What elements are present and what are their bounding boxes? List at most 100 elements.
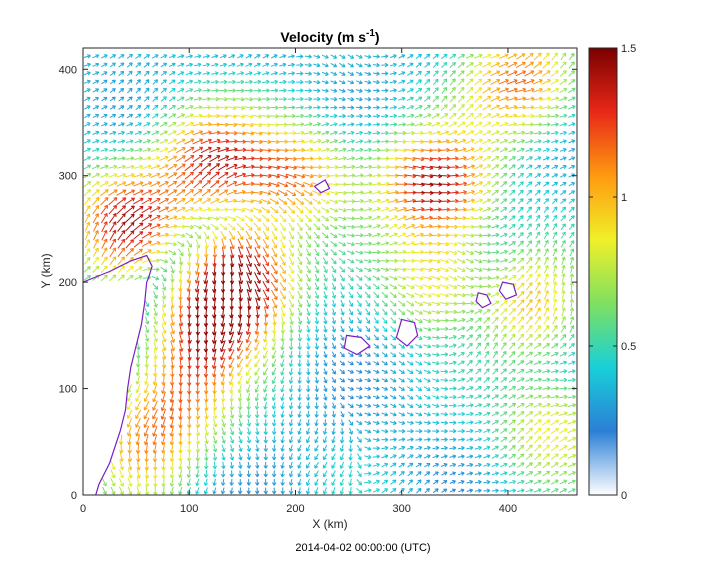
velocity-arrow <box>388 224 398 230</box>
velocity-arrow <box>559 386 568 391</box>
velocity-arrow <box>423 335 432 340</box>
velocity-arrow <box>270 71 278 76</box>
velocity-arrow <box>212 246 218 258</box>
velocity-arrow <box>91 164 100 170</box>
velocity-arrow <box>168 62 176 68</box>
velocity-arrow <box>304 206 313 214</box>
velocity-arrow <box>279 214 287 223</box>
velocity-arrow <box>491 437 499 442</box>
velocity-arrow <box>329 156 339 161</box>
velocity-arrow <box>135 417 141 428</box>
velocity-arrow <box>295 197 305 205</box>
velocity-arrow <box>500 488 508 493</box>
velocity-arrow <box>551 156 559 161</box>
velocity-arrow <box>561 290 566 300</box>
velocity-arrow <box>109 274 117 282</box>
velocity-arrow <box>237 230 244 241</box>
velocity-arrow <box>465 284 475 289</box>
velocity-arrow <box>297 410 302 418</box>
velocity-arrow <box>220 383 226 394</box>
velocity-arrow <box>320 147 330 152</box>
velocity-arrow <box>127 392 133 402</box>
velocity-arrow <box>229 418 235 427</box>
velocity-arrow <box>294 139 305 144</box>
velocity-arrow <box>161 366 167 377</box>
velocity-arrow <box>187 434 192 445</box>
velocity-arrow <box>413 232 424 238</box>
velocity-arrow <box>432 87 439 94</box>
velocity-arrow <box>339 461 345 469</box>
velocity-arrow <box>482 104 492 111</box>
velocity-arrow <box>558 428 568 434</box>
velocity-arrow <box>313 63 321 68</box>
velocity-arrow <box>355 113 363 119</box>
velocity-arrow <box>500 189 508 196</box>
velocity-arrow <box>432 488 439 494</box>
velocity-arrow <box>483 403 491 408</box>
velocity-arrow <box>517 206 524 213</box>
velocity-arrow <box>432 403 440 408</box>
velocity-arrow <box>295 113 305 119</box>
velocity-arrow <box>380 207 390 212</box>
velocity-arrow <box>560 52 567 61</box>
velocity-arrow <box>170 340 176 352</box>
velocity-arrow <box>202 79 211 85</box>
velocity-arrow <box>484 350 490 359</box>
velocity-arrow <box>153 341 158 351</box>
velocity-arrow <box>321 232 329 239</box>
velocity-arrow <box>151 130 160 136</box>
velocity-arrow <box>237 246 244 259</box>
velocity-arrow <box>170 281 175 292</box>
velocity-arrow <box>543 206 549 213</box>
velocity-arrow <box>220 392 226 403</box>
velocity-arrow <box>161 274 167 282</box>
velocity-arrow <box>296 79 304 85</box>
velocity-arrow <box>525 273 533 282</box>
velocity-arrow <box>550 444 559 452</box>
velocity-arrow <box>533 369 542 374</box>
velocity-arrow <box>170 315 175 326</box>
velocity-arrow <box>228 62 236 67</box>
velocity-arrow <box>474 95 483 103</box>
velocity-arrow <box>186 460 192 470</box>
velocity-arrow <box>466 454 474 459</box>
velocity-arrow <box>535 206 541 213</box>
velocity-arrow <box>254 341 260 351</box>
velocity-arrow <box>314 419 319 427</box>
velocity-arrow <box>127 87 133 94</box>
velocity-arrow <box>398 454 406 459</box>
velocity-arrow <box>449 428 457 434</box>
velocity-arrow <box>167 215 178 221</box>
velocity-arrow <box>500 164 508 171</box>
velocity-arrow <box>500 368 507 375</box>
velocity-arrow <box>439 258 450 264</box>
velocity-arrow <box>237 367 243 377</box>
velocity-arrow <box>305 478 311 486</box>
velocity-arrow <box>193 207 203 212</box>
velocity-arrow <box>543 214 549 222</box>
velocity-arrow <box>169 460 175 471</box>
velocity-arrow <box>126 130 134 136</box>
velocity-arrow <box>389 122 398 127</box>
velocity-arrow <box>560 325 566 333</box>
velocity-arrow <box>406 445 414 451</box>
velocity-arrow <box>363 207 373 212</box>
velocity-arrow <box>133 173 144 178</box>
x-tick-label: 400 <box>499 503 517 515</box>
velocity-arrow <box>483 445 491 450</box>
velocity-arrow <box>559 182 567 187</box>
velocity-arrow <box>136 342 141 351</box>
velocity-arrow <box>144 477 150 488</box>
velocity-arrow <box>569 298 575 308</box>
velocity-arrow <box>356 395 363 400</box>
velocity-arrow <box>100 274 108 282</box>
velocity-arrow <box>449 437 457 442</box>
velocity-arrow <box>507 113 518 118</box>
velocity-arrow <box>117 256 125 266</box>
velocity-arrow <box>364 446 372 451</box>
x-tick-label: 100 <box>180 503 198 515</box>
velocity-arrow <box>320 156 331 161</box>
velocity-arrow <box>500 232 508 238</box>
velocity-arrow <box>178 248 184 257</box>
velocity-arrow <box>135 62 142 68</box>
